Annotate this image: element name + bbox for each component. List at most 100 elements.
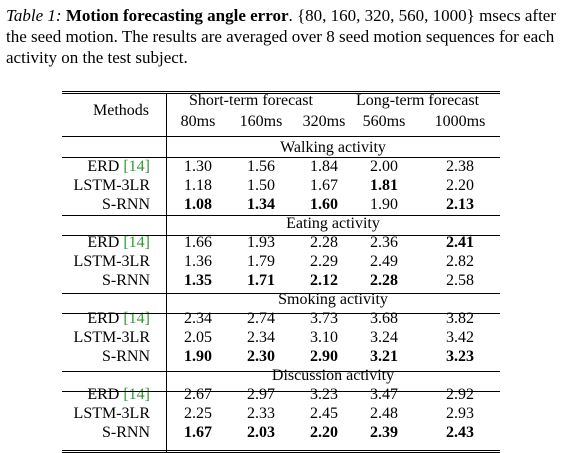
column-separator bbox=[166, 93, 167, 453]
value-cell: 2.39 bbox=[370, 424, 398, 441]
caption-title: Motion forecasting angle error bbox=[65, 6, 289, 25]
value-cell: 1.36 bbox=[184, 253, 212, 270]
value-cell: 2.33 bbox=[247, 405, 275, 422]
value-cell: 2.13 bbox=[446, 196, 474, 213]
table-row: LSTM-3LR 2.25 2.33 2.45 2.48 2.93 bbox=[62, 404, 500, 423]
table-rule bbox=[62, 157, 500, 158]
value-cell: 2.03 bbox=[247, 424, 275, 441]
column-header: 80ms bbox=[180, 113, 216, 130]
citation-link[interactable]: [14] bbox=[123, 234, 150, 251]
short-term-header: Short-term forecast bbox=[189, 92, 313, 109]
value-cell: 2.34 bbox=[247, 329, 275, 346]
value-cell: 3.10 bbox=[310, 329, 338, 346]
value-cell: 1.84 bbox=[310, 158, 338, 175]
value-cell: 2.05 bbox=[184, 329, 212, 346]
value-cell: 3.24 bbox=[370, 329, 398, 346]
value-cell: 2.25 bbox=[184, 405, 212, 422]
method-name: S-RNN bbox=[101, 272, 150, 289]
value-cell: 1.81 bbox=[370, 177, 398, 194]
value-cell: 2.28 bbox=[310, 234, 338, 251]
section-title: Discussion activity bbox=[271, 367, 395, 384]
value-cell: 2.43 bbox=[446, 424, 474, 441]
table-row: S-RNN 1.90 2.30 2.90 3.21 3.23 bbox=[62, 347, 500, 366]
table-header: Methods Short-term forecast Long-term fo… bbox=[62, 92, 500, 138]
value-cell: 1.50 bbox=[247, 177, 275, 194]
table-rule bbox=[62, 136, 500, 137]
table-row: LSTM-3LR 1.18 1.50 1.67 1.81 2.20 bbox=[62, 176, 500, 195]
citation-link[interactable]: [14] bbox=[123, 386, 150, 403]
value-cell: 2.97 bbox=[247, 386, 275, 403]
value-cell: 2.38 bbox=[446, 158, 474, 175]
table-row: LSTM-3LR 2.05 2.34 3.10 3.24 3.42 bbox=[62, 328, 500, 347]
column-header: 560ms bbox=[362, 113, 406, 130]
caption-label: Table 1: bbox=[6, 6, 62, 25]
results-table: Methods Short-term forecast Long-term fo… bbox=[62, 91, 500, 453]
value-cell: 3.23 bbox=[446, 348, 474, 365]
value-cell: 1.08 bbox=[184, 196, 212, 213]
table-row: ERD [14] 1.30 1.56 1.84 2.00 2.38 bbox=[62, 157, 500, 176]
value-cell: 2.41 bbox=[446, 234, 474, 251]
table-row: ERD [14] 2.34 2.74 3.73 3.68 3.82 bbox=[62, 309, 500, 328]
method-name: ERD [14] bbox=[87, 234, 150, 251]
value-cell: 1.60 bbox=[310, 196, 338, 213]
value-cell: 1.93 bbox=[247, 234, 275, 251]
value-cell: 2.30 bbox=[247, 348, 275, 365]
value-cell: 3.42 bbox=[446, 329, 474, 346]
table-caption: Table 1: Motion forecasting angle error.… bbox=[6, 5, 562, 68]
value-cell: 2.45 bbox=[310, 405, 338, 422]
value-cell: 1.66 bbox=[184, 234, 212, 251]
value-cell: 3.73 bbox=[310, 310, 338, 327]
value-cell: 1.90 bbox=[184, 348, 212, 365]
value-cell: 1.35 bbox=[184, 272, 212, 289]
method-name: S-RNN bbox=[101, 196, 150, 213]
value-cell: 2.12 bbox=[310, 272, 338, 289]
method-name: S-RNN bbox=[101, 424, 150, 441]
table-rule bbox=[62, 235, 500, 236]
value-cell: 2.74 bbox=[247, 310, 275, 327]
column-header: 320ms bbox=[302, 113, 346, 130]
value-cell: 3.82 bbox=[446, 310, 474, 327]
methods-header: Methods bbox=[93, 102, 149, 119]
value-cell: 2.20 bbox=[310, 424, 338, 441]
table-rule bbox=[62, 91, 500, 92]
value-cell: 1.30 bbox=[184, 158, 212, 175]
value-cell: 3.47 bbox=[370, 386, 398, 403]
column-header: 160ms bbox=[239, 113, 283, 130]
value-cell: 2.48 bbox=[370, 405, 398, 422]
value-cell: 2.58 bbox=[446, 272, 474, 289]
table-rule bbox=[62, 293, 500, 294]
value-cell: 1.90 bbox=[370, 196, 398, 213]
table-row: S-RNN 1.08 1.34 1.60 1.90 2.13 bbox=[62, 195, 500, 214]
value-cell: 2.93 bbox=[446, 405, 474, 422]
caption-text: . {80, 160, 320, 560, 1000} msecs after … bbox=[6, 6, 557, 67]
value-cell: 1.71 bbox=[247, 272, 275, 289]
table-row: ERD [14] 1.66 1.93 2.28 2.36 2.41 bbox=[62, 233, 500, 252]
value-cell: 2.82 bbox=[446, 253, 474, 270]
value-cell: 2.00 bbox=[370, 158, 398, 175]
method-name: ERD [14] bbox=[87, 386, 150, 403]
table-rule bbox=[62, 215, 500, 216]
value-cell: 3.21 bbox=[370, 348, 398, 365]
table-rule bbox=[62, 450, 500, 451]
citation-link[interactable]: [14] bbox=[123, 310, 150, 327]
value-cell: 2.34 bbox=[184, 310, 212, 327]
value-cell: 1.34 bbox=[247, 196, 275, 213]
table-row: LSTM-3LR 1.36 1.79 2.29 2.49 2.82 bbox=[62, 252, 500, 271]
method-name: ERD [14] bbox=[87, 310, 150, 327]
method-name: S-RNN bbox=[101, 348, 150, 365]
value-cell: 2.29 bbox=[310, 253, 338, 270]
table-row: S-RNN 1.35 1.71 2.12 2.28 2.58 bbox=[62, 271, 500, 290]
value-cell: 2.49 bbox=[370, 253, 398, 270]
table-rule bbox=[62, 391, 500, 392]
section-title: Smoking activity bbox=[278, 291, 388, 308]
value-cell: 2.20 bbox=[446, 177, 474, 194]
value-cell: 1.79 bbox=[247, 253, 275, 270]
citation-link[interactable]: [14] bbox=[123, 158, 150, 175]
method-name: LSTM-3LR bbox=[73, 329, 150, 346]
value-cell: 2.92 bbox=[446, 386, 474, 403]
value-cell: 1.67 bbox=[184, 424, 212, 441]
method-name: LSTM-3LR bbox=[73, 253, 150, 270]
method-name: ERD [14] bbox=[87, 158, 150, 175]
value-cell: 2.67 bbox=[184, 386, 212, 403]
value-cell: 3.68 bbox=[370, 310, 398, 327]
